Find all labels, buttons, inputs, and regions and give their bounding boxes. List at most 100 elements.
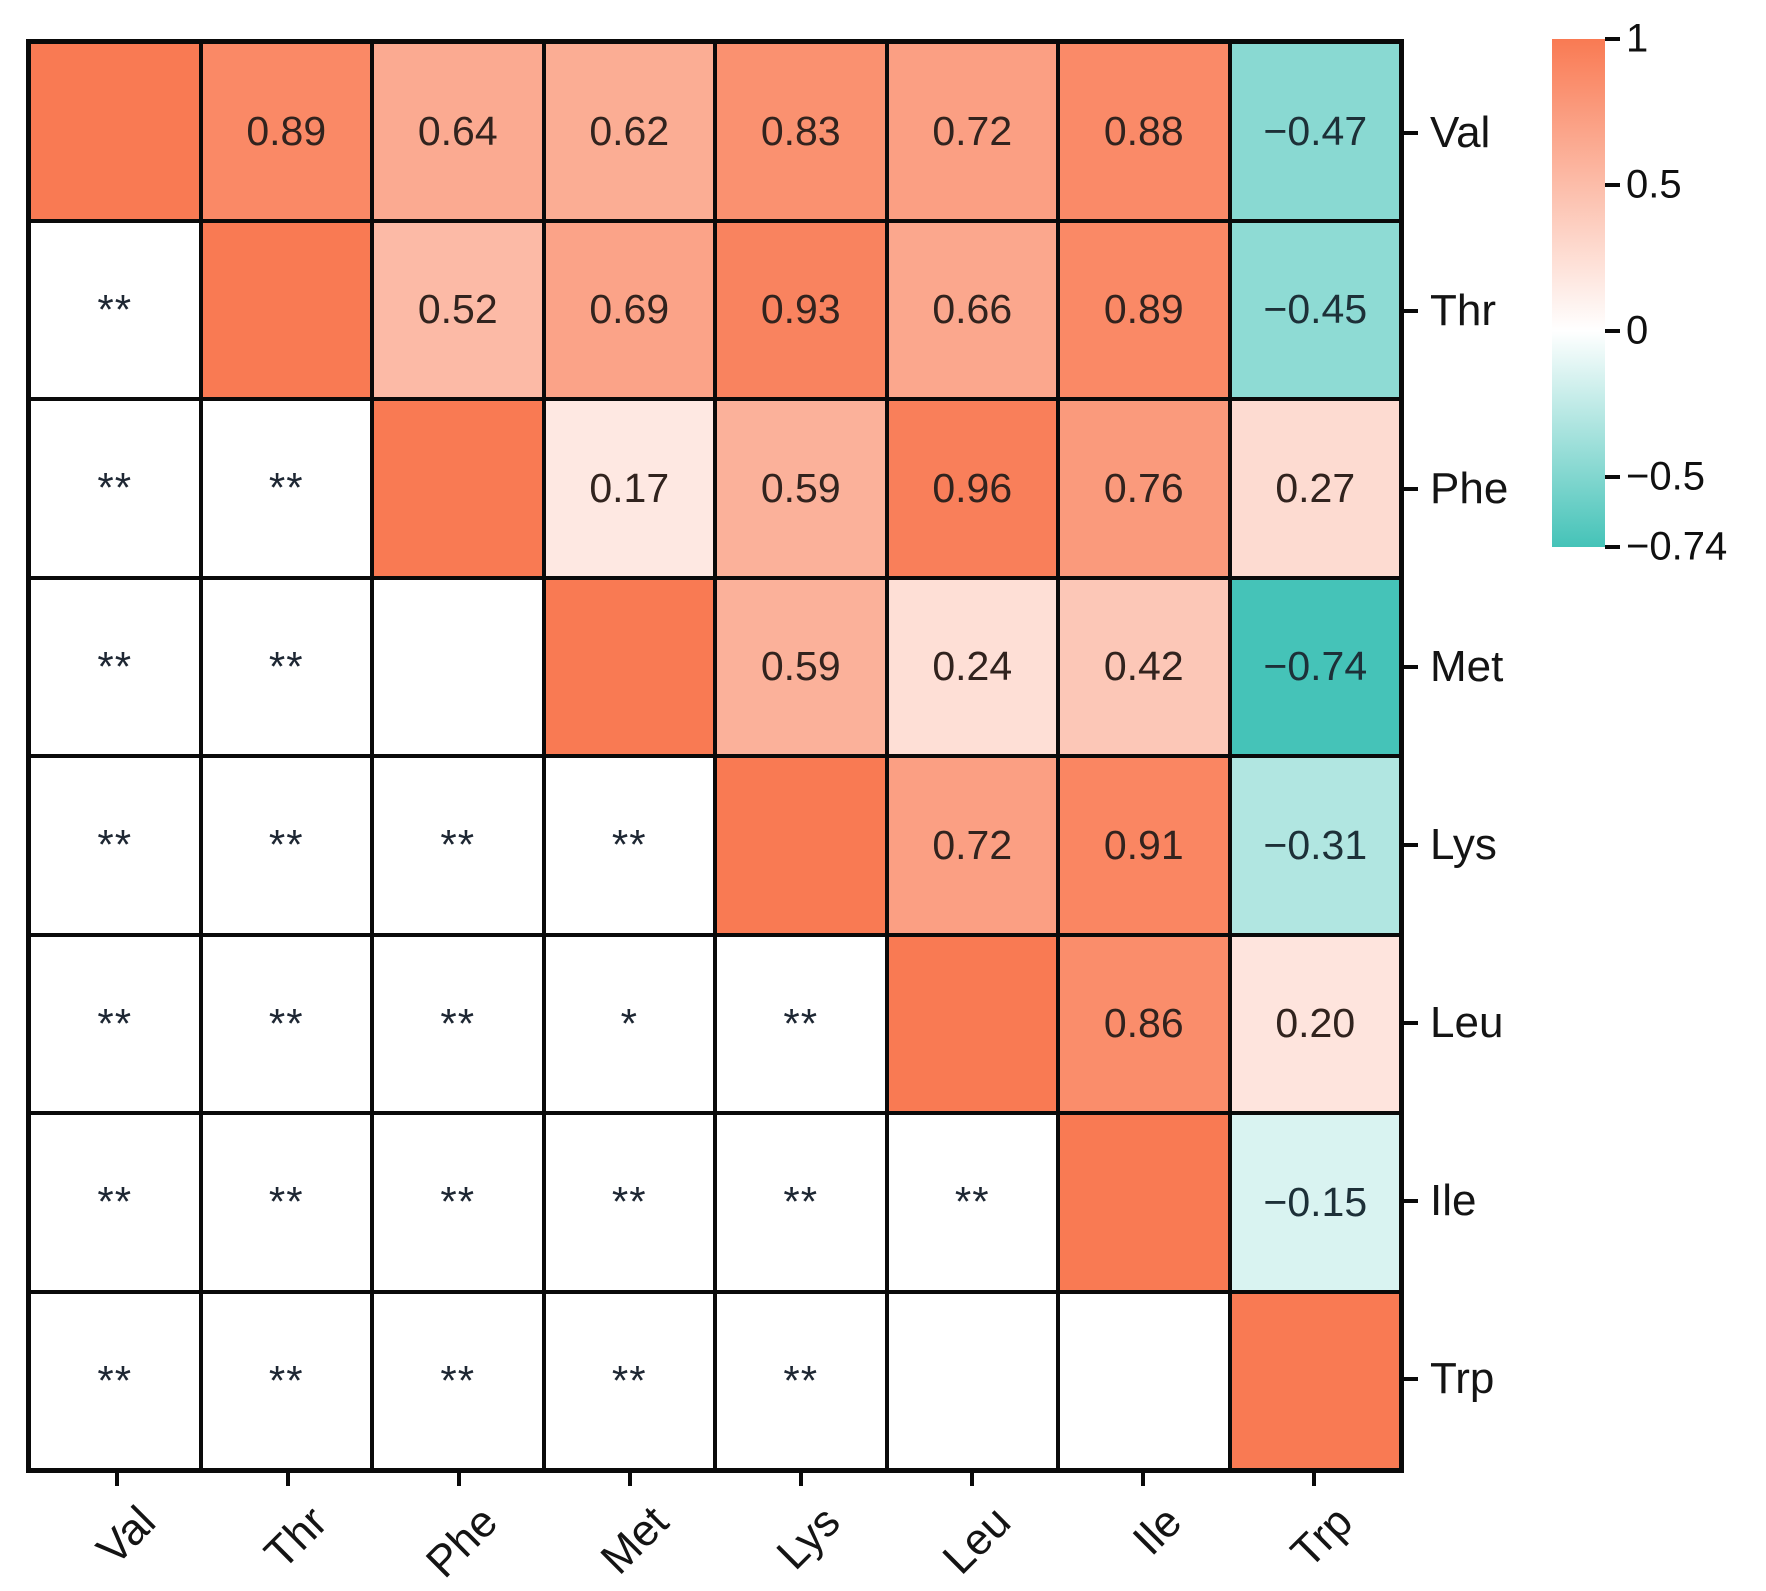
matrix-cell-met-trp: −0.74 (1231, 579, 1399, 754)
matrix-cell-trp-met: ** (545, 1293, 713, 1468)
matrix-cell-thr-met: 0.69 (545, 222, 713, 397)
y-tick (1404, 843, 1418, 847)
matrix-cell-trp-lys: ** (717, 1293, 885, 1468)
matrix-cell-trp-trp (1231, 1293, 1399, 1468)
matrix-cell-met-val: ** (31, 579, 199, 754)
x-tick (1311, 1473, 1316, 1486)
matrix-cell-val-trp: −0.47 (1231, 44, 1399, 219)
colorbar-tick-label: −0.5 (1626, 454, 1705, 499)
matrix-cell-trp-ile (1060, 1293, 1228, 1468)
y-tick (1404, 487, 1418, 491)
y-axis-label-phe: Phe (1430, 464, 1509, 513)
x-axis-label-trp: Trp (1281, 1497, 1363, 1578)
matrix-cell-thr-leu: 0.66 (888, 222, 1056, 397)
x-axis-label-val: Val (87, 1497, 166, 1575)
heatmap-grid: 0.89 0.64 0.62 0.83 0.72 0.88 −0.47 ** 0.52 0.69 0… (26, 39, 1404, 1473)
matrix-cell-lys-thr: ** (202, 758, 370, 933)
matrix-cell-leu-lys: ** (717, 936, 885, 1111)
matrix-cell-val-phe: 0.64 (374, 44, 542, 219)
matrix-cell-val-thr: 0.89 (202, 44, 370, 219)
matrix-cell-thr-val: ** (31, 222, 199, 397)
y-axis-label-lys: Lys (1430, 820, 1497, 869)
matrix-cell-lys-lys (717, 758, 885, 933)
x-tick (1140, 1473, 1145, 1486)
matrix-cell-lys-ile: 0.91 (1060, 758, 1228, 933)
matrix-cell-lys-leu: 0.72 (888, 758, 1056, 933)
matrix-cell-trp-leu (888, 1293, 1056, 1468)
matrix-cell-phe-trp: 0.27 (1231, 401, 1399, 576)
matrix-cell-thr-phe: 0.52 (374, 222, 542, 397)
matrix-cell-phe-lys: 0.59 (717, 401, 885, 576)
y-tick (1404, 665, 1418, 669)
matrix-cell-val-val (31, 44, 199, 219)
y-axis-label-val: Val (1430, 108, 1491, 157)
y-tick (1404, 1199, 1418, 1203)
y-tick (1404, 309, 1418, 313)
colorbar-tick-label: 1 (1626, 16, 1649, 61)
x-axis-label-leu: Leu (933, 1497, 1021, 1584)
x-axis-label-met: Met (591, 1497, 679, 1584)
matrix-cell-lys-val: ** (31, 758, 199, 933)
y-axis-label-leu: Leu (1430, 998, 1504, 1047)
matrix-cell-met-phe (374, 579, 542, 754)
colorbar-tick (1605, 182, 1620, 187)
y-tick (1404, 1377, 1418, 1381)
matrix-cell-met-leu: 0.24 (888, 579, 1056, 754)
x-tick (798, 1473, 803, 1486)
x-tick (627, 1473, 632, 1486)
matrix-cell-met-thr: ** (202, 579, 370, 754)
matrix-cell-leu-ile: 0.86 (1060, 936, 1228, 1111)
x-tick (285, 1473, 290, 1486)
y-axis-label-trp: Trp (1430, 1354, 1495, 1403)
matrix-cell-thr-trp: −0.45 (1231, 222, 1399, 397)
y-tick (1404, 131, 1418, 135)
matrix-cell-leu-met: * (545, 936, 713, 1111)
x-axis-label-lys: Lys (767, 1497, 850, 1579)
y-axis-label-thr: Thr (1430, 286, 1496, 335)
x-axis-label-thr: Thr (254, 1497, 337, 1579)
matrix-cell-phe-thr: ** (202, 401, 370, 576)
matrix-cell-lys-met: ** (545, 758, 713, 933)
matrix-cell-met-lys: 0.59 (717, 579, 885, 754)
x-tick (969, 1473, 974, 1486)
matrix-cell-lys-trp: −0.31 (1231, 758, 1399, 933)
y-tick (1404, 1021, 1418, 1025)
colorbar-tick (1605, 545, 1620, 549)
matrix-cell-lys-phe: ** (374, 758, 542, 933)
matrix-cell-ile-phe: ** (374, 1115, 542, 1290)
x-tick (456, 1473, 461, 1486)
x-axis-label-phe: Phe (417, 1497, 508, 1588)
matrix-cell-phe-met: 0.17 (545, 401, 713, 576)
matrix-cell-leu-thr: ** (202, 936, 370, 1111)
matrix-cell-val-met: 0.62 (545, 44, 713, 219)
matrix-cell-trp-val: ** (31, 1293, 199, 1468)
matrix-cell-ile-lys: ** (717, 1115, 885, 1290)
matrix-cell-val-ile: 0.88 (1060, 44, 1228, 219)
colorbar-tick-label: 0.5 (1626, 162, 1682, 207)
matrix-cell-phe-val: ** (31, 401, 199, 576)
matrix-cell-val-leu: 0.72 (888, 44, 1056, 219)
matrix-cell-ile-val: ** (31, 1115, 199, 1290)
matrix-cell-thr-lys: 0.93 (717, 222, 885, 397)
matrix-cell-ile-ile (1060, 1115, 1228, 1290)
matrix-cell-leu-val: ** (31, 936, 199, 1111)
matrix-cell-ile-trp: −0.15 (1231, 1115, 1399, 1290)
colorbar-tick (1605, 328, 1620, 333)
y-axis-label-ile: Ile (1430, 1176, 1477, 1225)
colorbar-tick-label: −0.74 (1626, 524, 1728, 569)
matrix-cell-phe-leu: 0.96 (888, 401, 1056, 576)
matrix-cell-phe-phe (374, 401, 542, 576)
colorbar-tick (1605, 37, 1620, 41)
matrix-cell-ile-leu: ** (888, 1115, 1056, 1290)
matrix-cell-met-met (545, 579, 713, 754)
matrix-cell-ile-met: ** (545, 1115, 713, 1290)
matrix-cell-trp-thr: ** (202, 1293, 370, 1468)
matrix-cell-thr-thr (202, 222, 370, 397)
matrix-cell-met-ile: 0.42 (1060, 579, 1228, 754)
x-tick (114, 1473, 119, 1486)
matrix-cell-thr-ile: 0.89 (1060, 222, 1228, 397)
matrix-cell-val-lys: 0.83 (717, 44, 885, 219)
colorbar-tick-label: 0 (1626, 308, 1649, 353)
matrix-cell-leu-leu (888, 936, 1056, 1111)
